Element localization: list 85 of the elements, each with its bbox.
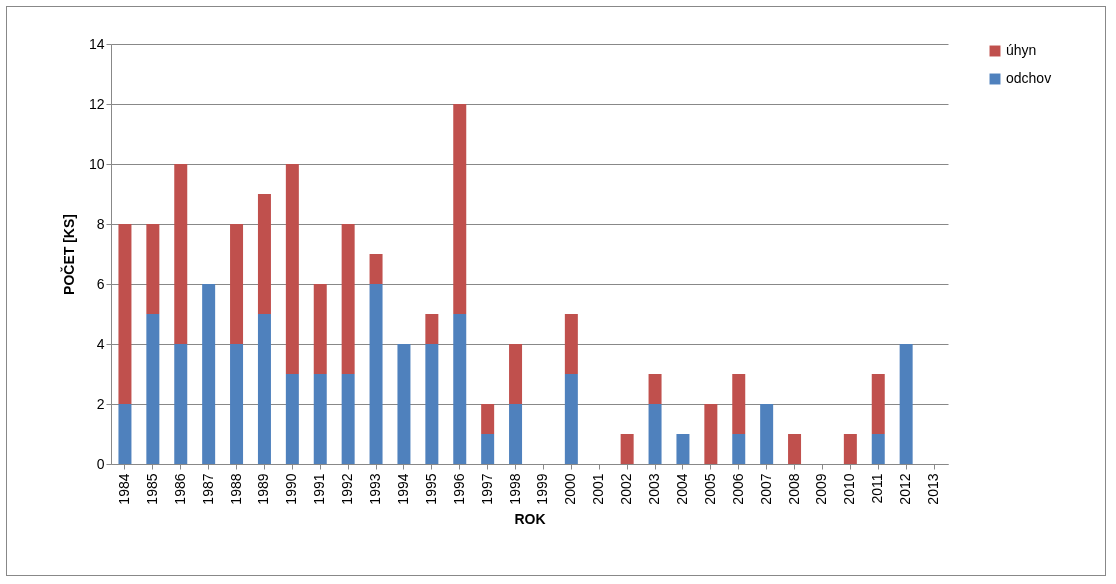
x-tick-label: 2004 bbox=[673, 473, 690, 505]
x-tick-label: 2008 bbox=[785, 473, 802, 505]
x-tick-label: 2013 bbox=[925, 473, 942, 505]
y-tick-label: 6 bbox=[96, 275, 105, 292]
bar bbox=[871, 374, 885, 434]
y-tick-label: 10 bbox=[88, 155, 105, 172]
x-tick-label: 2006 bbox=[729, 473, 746, 505]
bar bbox=[648, 404, 662, 464]
bar bbox=[704, 404, 718, 464]
x-tick-label: 1999 bbox=[534, 473, 551, 505]
x-tick-label: 1990 bbox=[283, 473, 300, 505]
bar bbox=[453, 104, 467, 314]
x-tick-label: 1996 bbox=[450, 473, 467, 505]
bar bbox=[732, 374, 746, 434]
bar bbox=[788, 434, 802, 464]
bar bbox=[369, 254, 383, 284]
x-tick-label: 1992 bbox=[339, 473, 356, 505]
x-tick-label: 2002 bbox=[618, 473, 635, 505]
bar bbox=[202, 284, 216, 464]
x-tick-label: 2010 bbox=[841, 473, 858, 505]
bar bbox=[871, 434, 885, 464]
x-tick-label: 2012 bbox=[897, 473, 914, 505]
bar bbox=[899, 344, 913, 464]
y-tick-label: 8 bbox=[96, 215, 105, 232]
x-tick-label: 2009 bbox=[813, 473, 830, 505]
x-tick-label: 2000 bbox=[562, 473, 579, 505]
x-tick-label: 1994 bbox=[394, 473, 411, 505]
bar bbox=[564, 374, 578, 464]
x-tick-label: 1989 bbox=[255, 473, 272, 505]
bar bbox=[341, 224, 355, 374]
bar bbox=[648, 374, 662, 404]
x-tick-label: 1991 bbox=[311, 473, 328, 505]
bar bbox=[425, 314, 439, 344]
bar bbox=[481, 404, 495, 434]
x-tick-label: 1998 bbox=[506, 473, 523, 505]
x-tick-label: 1987 bbox=[199, 473, 216, 505]
bar bbox=[257, 314, 271, 464]
legend-label: odchov bbox=[1006, 70, 1052, 86]
x-tick-label: 1995 bbox=[422, 473, 439, 505]
y-tick-label: 0 bbox=[96, 455, 105, 472]
bar bbox=[676, 434, 690, 464]
bar bbox=[118, 404, 132, 464]
y-tick-label: 12 bbox=[88, 95, 105, 112]
bar bbox=[146, 314, 160, 464]
y-tick-label: 14 bbox=[88, 35, 105, 52]
bar bbox=[453, 314, 467, 464]
bar bbox=[369, 284, 383, 464]
x-tick-label: 2001 bbox=[590, 473, 607, 505]
bar bbox=[146, 224, 160, 314]
x-tick-label: 1988 bbox=[227, 473, 244, 505]
x-tick-label: 1984 bbox=[115, 473, 132, 505]
bar bbox=[760, 404, 774, 464]
bar bbox=[620, 434, 634, 464]
x-axis-title: ROK bbox=[514, 510, 546, 527]
bar bbox=[230, 224, 244, 344]
bar bbox=[174, 344, 188, 464]
x-tick-label: 2007 bbox=[757, 473, 774, 505]
bar bbox=[285, 374, 299, 464]
x-tick-label: 1985 bbox=[143, 473, 160, 505]
bar bbox=[481, 434, 495, 464]
x-tick-label: 2005 bbox=[701, 473, 718, 505]
bar bbox=[509, 344, 523, 404]
y-axis-title: POČET [KS] bbox=[59, 214, 77, 295]
x-tick-label: 2003 bbox=[646, 473, 663, 505]
bar bbox=[313, 374, 327, 464]
bar bbox=[341, 374, 355, 464]
x-tick-label: 1993 bbox=[367, 473, 384, 505]
y-tick-label: 2 bbox=[96, 395, 105, 412]
y-tick-label: 4 bbox=[96, 335, 105, 352]
bar bbox=[257, 194, 271, 314]
bar bbox=[732, 434, 746, 464]
x-tick-label: 1997 bbox=[478, 473, 495, 505]
bar bbox=[118, 224, 132, 404]
bar bbox=[425, 344, 439, 464]
bar bbox=[285, 164, 299, 374]
bar bbox=[174, 164, 188, 344]
bar bbox=[397, 344, 411, 464]
bar bbox=[509, 404, 523, 464]
bar bbox=[843, 434, 857, 464]
x-tick-label: 1986 bbox=[171, 473, 188, 505]
x-tick-label: 2011 bbox=[869, 473, 886, 504]
bar bbox=[230, 344, 244, 464]
legend-label: úhyn bbox=[1006, 42, 1037, 58]
bar bbox=[564, 314, 578, 374]
bar bbox=[313, 284, 327, 374]
